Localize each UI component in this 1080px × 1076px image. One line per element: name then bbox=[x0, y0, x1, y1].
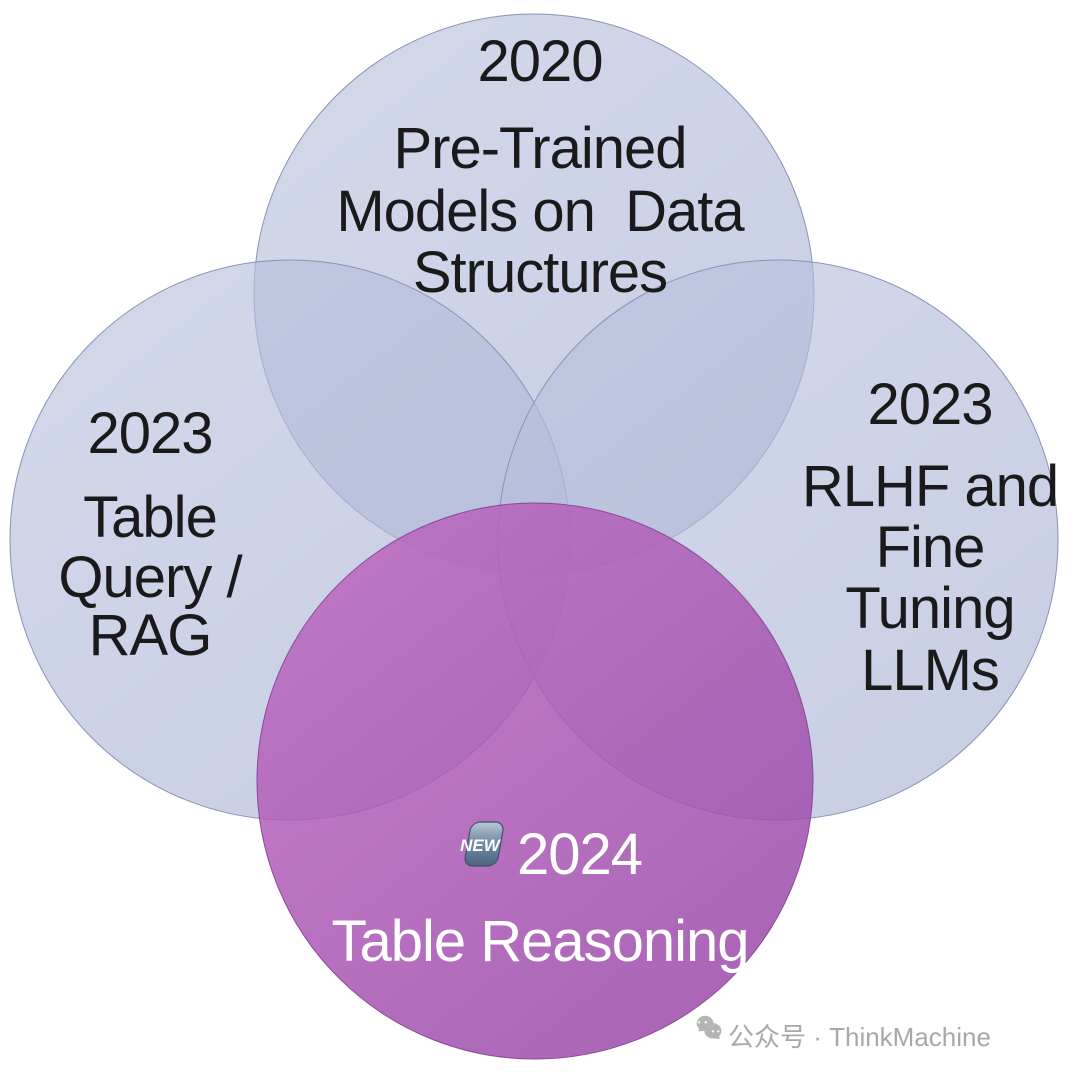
svg-text:NEW: NEW bbox=[460, 836, 502, 855]
